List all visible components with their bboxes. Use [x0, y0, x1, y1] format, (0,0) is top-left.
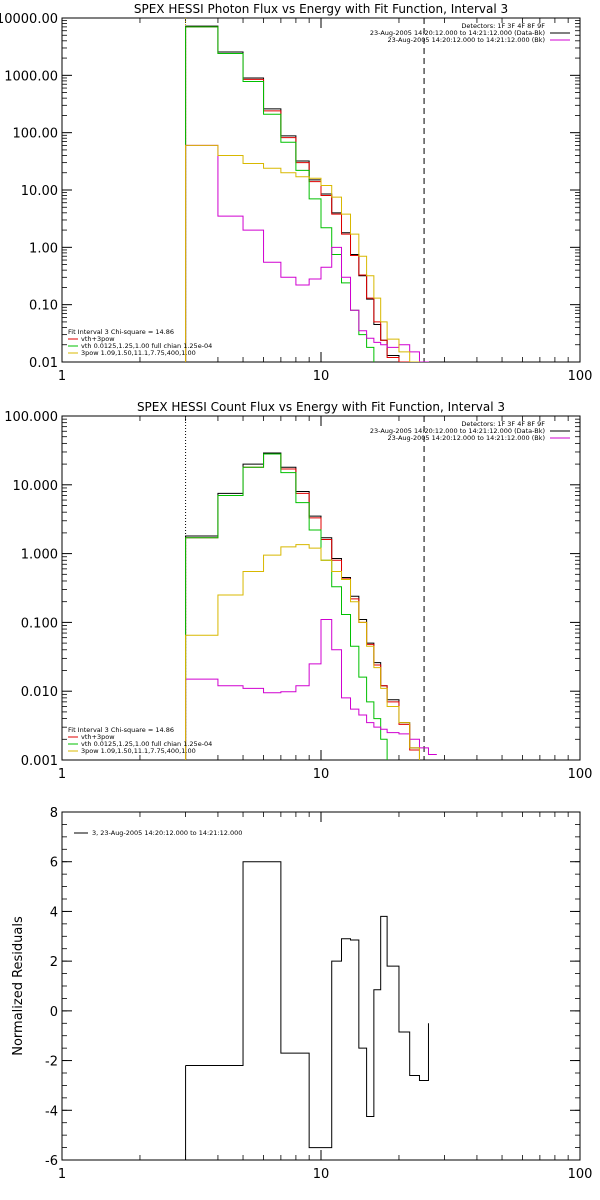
info-line: 23-Aug-2005 14:20:12.000 to 14:21:12.000… [388, 36, 545, 44]
series-line [185, 544, 420, 760]
x-tick-label: 100 [568, 1167, 593, 1182]
y-tick-label: 4 [50, 905, 58, 920]
y-tick-label: 100.000 [4, 410, 58, 425]
info-line: 23-Aug-2005 14:20:12.000 to 14:21:12.000… [388, 434, 545, 442]
info-line: Detectors: 1F 3F 4F 8F 9F [461, 22, 545, 30]
panel-3: 1 10 100 -6 -4 -2 0 2 4 6 8 Normalized Residuals 3, … [11, 806, 592, 1182]
info-line: Detectors: 1F 3F 4F 8F 9F [461, 420, 545, 428]
y-tick-label: 10.00 [21, 184, 58, 199]
y-tick-label: 10.000 [13, 479, 59, 494]
fit-line: vth 0.0125,1.25,1.00 full chian 1.25e-04 [81, 740, 212, 748]
y-tick-label: 0.10 [29, 299, 58, 314]
y-tick-label: 0.100 [21, 616, 58, 631]
series-group [185, 452, 437, 760]
y-tick-label: 0.01 [29, 356, 58, 371]
series-line [185, 26, 375, 362]
fit-line: Fit Interval 3 Chi-square = 14.86 [68, 328, 174, 336]
series-line [185, 861, 429, 1149]
fit-line: 3pow 1.09,1.50,11.1,7.75,400,1.00 [81, 349, 196, 357]
legend-entry: 3, 23-Aug-2005 14:20:12.000 to 14:21:12.… [92, 829, 242, 837]
y-tick-label: 100.00 [13, 127, 59, 142]
panel-1: SPEX HESSI Photon Flux vs Energy with Fi… [0, 2, 593, 384]
y-tick-label: 0.010 [21, 685, 58, 700]
fit-line: Fit Interval 3 Chi-square = 14.86 [68, 726, 174, 734]
x-tick-label: 1 [58, 767, 66, 782]
series-line [185, 25, 411, 362]
panel-title: SPEX HESSI Count Flux vs Energy with Fit… [137, 400, 505, 414]
series-group [185, 861, 429, 1160]
series-group [185, 25, 429, 362]
y-tick-label: -6 [45, 1154, 58, 1169]
y-tick-label: -2 [45, 1055, 58, 1070]
y-tick-label: 1000.00 [4, 69, 58, 84]
series-line [185, 619, 437, 760]
panel-2: SPEX HESSI Count Flux vs Energy with Fit… [4, 400, 593, 782]
y-tick-label: 1.000 [21, 548, 58, 563]
x-tick-label: 1 [58, 1167, 66, 1182]
y-tick-label: 0 [50, 1005, 58, 1020]
fit-line: 3pow 1.09,1.50,11.1,7.75,400,1.00 [81, 747, 196, 755]
y-tick-label: 1.00 [29, 241, 58, 256]
info-line: 23-Aug-2005 14:20:12.000 to 14:21:12.000… [370, 427, 545, 435]
y-tick-label: 8 [50, 806, 58, 821]
y-tick-label: -4 [45, 1104, 58, 1119]
x-tick-label: 10 [313, 767, 330, 782]
fit-line: vth+3pow [81, 733, 115, 741]
series-line [185, 144, 429, 362]
x-tick-label: 10 [313, 1167, 330, 1182]
panel-title: SPEX HESSI Photon Flux vs Energy with Fi… [134, 2, 508, 16]
x-tick-label: 10 [313, 369, 330, 384]
fit-line: vth 0.0125,1.25,1.00 full chian 1.25e-04 [81, 342, 212, 350]
plot-frame [61, 415, 581, 761]
series-line [185, 453, 388, 760]
y-axis-label: Normalized Residuals [11, 916, 26, 1056]
y-tick-label: 6 [50, 856, 58, 871]
fit-line: vth+3pow [81, 335, 115, 343]
x-tick-label: 100 [568, 767, 593, 782]
plot-frame [61, 811, 581, 1161]
y-tick-label: 2 [50, 955, 58, 970]
x-tick-label: 100 [568, 369, 593, 384]
series-line [185, 26, 411, 362]
y-tick-label: 10000.00 [0, 12, 58, 27]
info-line: 23-Aug-2005 14:20:12.000 to 14:21:12.000… [370, 29, 545, 37]
series-line [185, 144, 420, 362]
x-tick-label: 1 [58, 369, 66, 384]
y-tick-label: 0.001 [21, 754, 58, 769]
